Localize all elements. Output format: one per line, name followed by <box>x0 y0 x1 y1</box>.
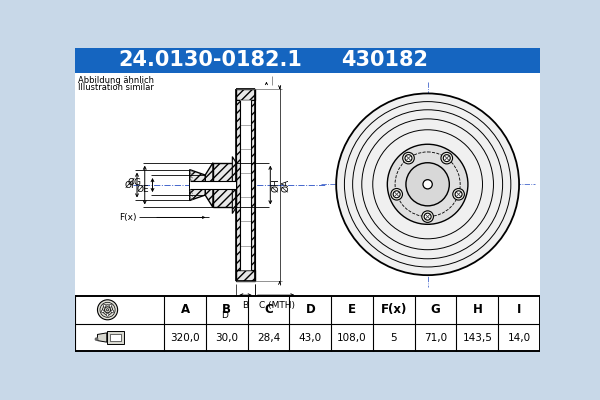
Circle shape <box>391 188 403 200</box>
Circle shape <box>336 94 519 275</box>
Text: 5: 5 <box>391 332 397 342</box>
Text: C: C <box>264 303 273 316</box>
Polygon shape <box>236 89 255 100</box>
Circle shape <box>106 314 109 316</box>
Circle shape <box>443 155 450 162</box>
Bar <box>240 100 251 270</box>
Text: Illustration similar: Illustration similar <box>78 83 154 92</box>
Text: 143,5: 143,5 <box>463 332 492 342</box>
Bar <box>110 334 121 341</box>
Text: ØI: ØI <box>124 180 134 190</box>
Text: D: D <box>305 303 315 316</box>
Polygon shape <box>236 100 240 270</box>
Bar <box>75 73 540 296</box>
Text: F(x): F(x) <box>380 303 407 316</box>
Text: Abbildung ähnlich: Abbildung ähnlich <box>78 76 154 86</box>
Circle shape <box>423 180 432 189</box>
Polygon shape <box>190 170 205 200</box>
Text: 30,0: 30,0 <box>215 332 238 342</box>
Circle shape <box>405 155 412 162</box>
Polygon shape <box>251 100 255 270</box>
Text: 28,4: 28,4 <box>257 332 280 342</box>
Circle shape <box>101 310 104 313</box>
Polygon shape <box>236 270 255 281</box>
Text: E: E <box>348 303 356 316</box>
Text: 108,0: 108,0 <box>337 332 367 342</box>
Polygon shape <box>97 333 107 342</box>
Text: G: G <box>431 303 440 316</box>
Bar <box>75 48 540 73</box>
Text: 24.0130-0182.1: 24.0130-0182.1 <box>119 50 302 70</box>
Bar <box>75 296 540 351</box>
Text: 320,0: 320,0 <box>170 332 200 342</box>
Text: ØA: ØA <box>281 178 290 192</box>
Circle shape <box>403 152 415 164</box>
Circle shape <box>97 300 118 320</box>
Circle shape <box>103 304 106 307</box>
Circle shape <box>406 163 449 206</box>
Text: ⚫: ⚫ <box>92 335 100 344</box>
Text: C (MTH): C (MTH) <box>259 300 295 310</box>
Circle shape <box>107 309 109 311</box>
Text: F(x): F(x) <box>119 213 137 222</box>
Polygon shape <box>232 156 236 214</box>
Text: I: I <box>517 303 521 316</box>
Bar <box>190 181 236 189</box>
Text: H: H <box>472 303 482 316</box>
Text: 71,0: 71,0 <box>424 332 447 342</box>
Circle shape <box>104 307 110 313</box>
Polygon shape <box>107 331 124 344</box>
Circle shape <box>388 144 468 224</box>
Text: ØH: ØH <box>272 178 281 192</box>
Text: 14,0: 14,0 <box>508 332 530 342</box>
Text: ØE: ØE <box>137 184 149 194</box>
Text: 43,0: 43,0 <box>299 332 322 342</box>
Circle shape <box>453 188 464 200</box>
Circle shape <box>422 211 433 222</box>
Circle shape <box>111 310 114 313</box>
Circle shape <box>441 152 452 164</box>
Text: A: A <box>181 303 190 316</box>
Text: 430182: 430182 <box>341 50 428 70</box>
Circle shape <box>455 191 462 198</box>
Text: B: B <box>242 300 248 310</box>
Circle shape <box>424 213 431 220</box>
Text: D: D <box>221 310 228 320</box>
Circle shape <box>393 191 400 198</box>
Polygon shape <box>205 163 213 207</box>
Circle shape <box>109 304 112 307</box>
Polygon shape <box>213 163 236 207</box>
Text: B: B <box>222 303 231 316</box>
Text: ØG: ØG <box>128 178 142 187</box>
